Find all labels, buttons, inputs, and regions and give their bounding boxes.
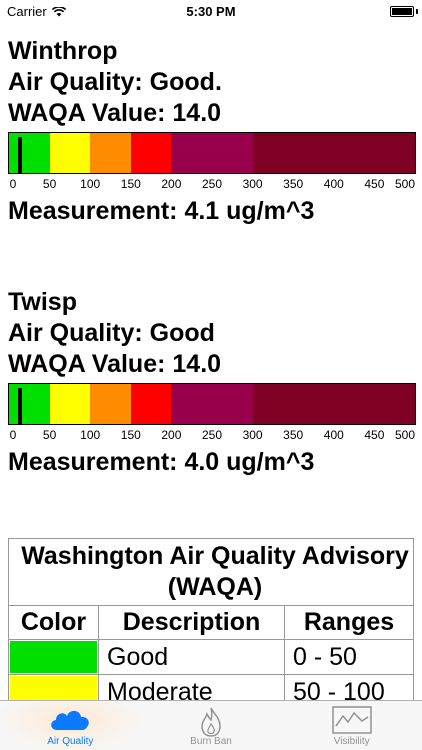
scale-tick-label: 0 <box>9 177 17 191</box>
legend-title: Washington Air Quality Advisory (WAQA) <box>8 538 414 606</box>
scale-tick-label: 50 <box>42 428 57 442</box>
waqa-marker <box>18 137 23 174</box>
flame-icon <box>201 707 221 737</box>
scale-tick-label: 200 <box>161 428 182 442</box>
tab-label: Burn Ban <box>190 736 232 747</box>
status-time: 5:30 PM <box>186 4 236 19</box>
color-swatch <box>10 641 97 673</box>
segment-very-unhealthy <box>171 133 253 174</box>
air-quality-status: Air Quality: Good. <box>8 68 222 96</box>
header-ranges: Ranges <box>284 605 414 640</box>
scale-tick-label: 400 <box>323 177 344 191</box>
scale-tick-label: 50 <box>42 177 57 191</box>
tab-visibility[interactable]: Visibility <box>281 701 422 750</box>
waqa-legend-table: Washington Air Quality Advisory (WAQA) C… <box>8 538 414 710</box>
station-winthrop: Winthrop Air Quality: Good. WAQA Value: … <box>8 36 416 227</box>
scale-ticks: 0 50 100 150 200 250 300 350 400 450 500 <box>9 426 417 446</box>
status-bar: Carrier 5:30 PM <box>0 0 422 22</box>
scale-tick-label: 450 <box>364 428 385 442</box>
waqa-value: WAQA Value: 14.0 <box>8 350 222 378</box>
tab-label: Air Quality <box>47 736 94 747</box>
carrier-label: Carrier <box>7 4 47 19</box>
measurement-value: Measurement: 4.0 ug/m^3 <box>8 448 315 476</box>
scale-tick-label: 300 <box>242 177 263 191</box>
station-name: Twisp <box>8 288 77 316</box>
segment-hazardous <box>252 133 415 174</box>
segment-unhealthy <box>130 384 172 425</box>
segment-moderate <box>49 384 91 425</box>
scale-tick-label: 150 <box>120 177 141 191</box>
carrier-indicator: Carrier <box>7 4 66 19</box>
scale-tick-label: 500 <box>394 428 416 442</box>
segment-good <box>9 384 50 425</box>
scale-tick-label: 150 <box>120 428 141 442</box>
scale-tick-label: 200 <box>161 177 182 191</box>
color-cell <box>8 639 99 675</box>
segment-usg <box>90 133 131 174</box>
description-cell: Good <box>98 639 285 675</box>
segment-very-unhealthy <box>171 384 253 425</box>
measurement-value: Measurement: 4.1 ug/m^3 <box>8 197 315 225</box>
range-cell: 0 - 50 <box>284 639 414 675</box>
mountain-icon <box>331 706 372 734</box>
scale-tick-label: 350 <box>283 428 304 442</box>
segment-moderate <box>49 133 91 174</box>
segment-unhealthy <box>130 133 172 174</box>
tab-air-quality[interactable]: Air Quality <box>0 701 141 750</box>
table-row: Good 0 - 50 <box>8 639 414 675</box>
scale-tick-label: 250 <box>201 428 223 442</box>
tab-label: Visibility <box>333 736 370 747</box>
header-color: Color <box>8 605 99 640</box>
waqa-scale-bar: 0 50 100 150 200 250 300 350 400 450 500 <box>8 132 416 191</box>
wifi-icon <box>51 6 66 16</box>
scale-tick-label: 250 <box>201 177 223 191</box>
scale-tick-label: 100 <box>80 177 101 191</box>
battery-icon <box>390 6 414 17</box>
waqa-scale-bar: 0 50 100 150 200 250 300 350 400 450 500 <box>8 383 416 442</box>
segment-hazardous <box>252 384 415 425</box>
station-twisp: Twisp Air Quality: Good WAQA Value: 14.0… <box>8 287 416 478</box>
scale-tick-label: 400 <box>323 428 344 442</box>
tab-burn-ban[interactable]: Burn Ban <box>141 701 282 750</box>
air-quality-status: Air Quality: Good <box>8 319 215 347</box>
waqa-marker <box>18 388 23 425</box>
scale-tick-label: 100 <box>80 428 101 442</box>
scale-tick-label: 500 <box>394 177 416 191</box>
scale-ticks: 0 50 100 150 200 250 300 350 400 450 500 <box>9 175 417 195</box>
scale-tick-label: 0 <box>9 428 17 442</box>
segment-usg <box>90 384 131 425</box>
tab-bar: Air Quality Burn Ban Visibility <box>0 700 422 750</box>
scale-tick-label: 450 <box>364 177 385 191</box>
cloud-icon <box>51 710 90 730</box>
scale-tick-label: 350 <box>283 177 304 191</box>
header-description: Description <box>98 605 285 640</box>
waqa-value: WAQA Value: 14.0 <box>8 99 222 127</box>
scale-tick-label: 300 <box>242 428 263 442</box>
station-name: Winthrop <box>8 37 118 65</box>
segment-good <box>9 133 50 174</box>
